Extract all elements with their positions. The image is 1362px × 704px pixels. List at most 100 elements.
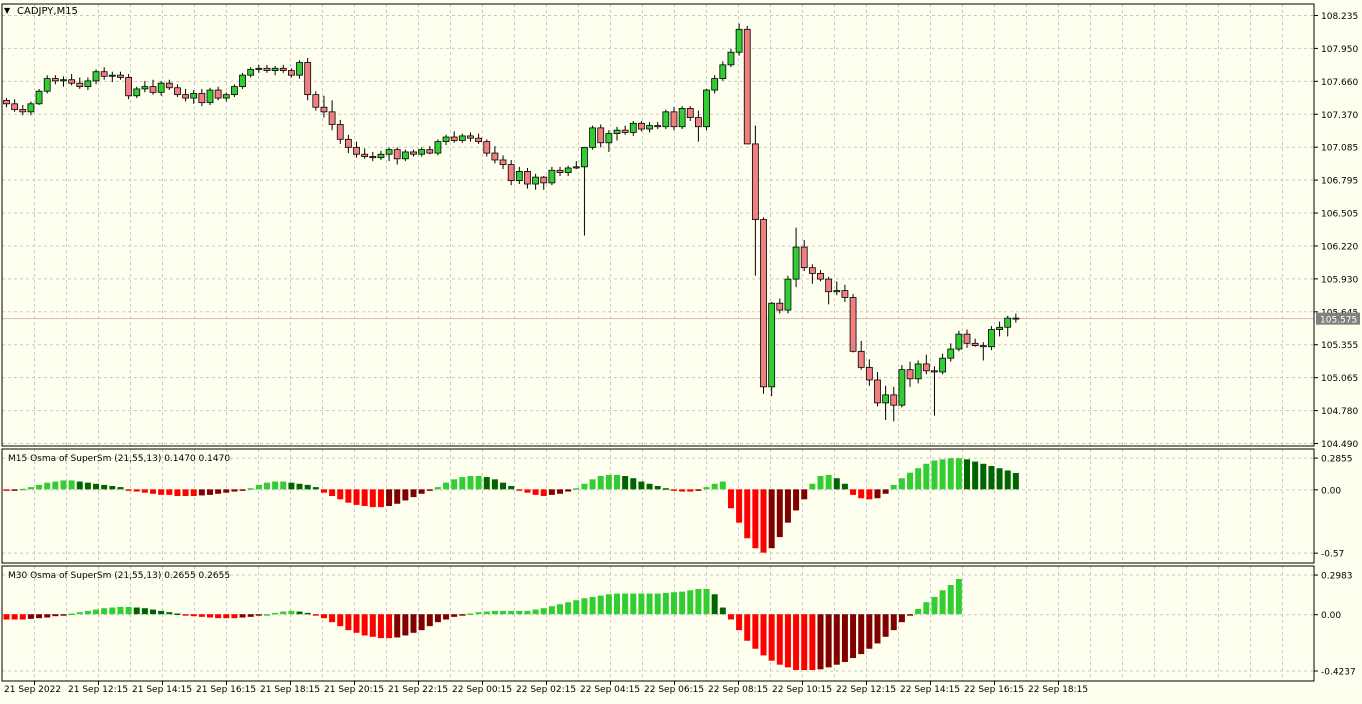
m30-osma-bar[interactable]	[931, 596, 938, 615]
candle[interactable]	[353, 141, 360, 158]
candle[interactable]	[939, 353, 946, 375]
m15-osma-bar[interactable]	[784, 489, 791, 523]
m30-osma-bar[interactable]	[426, 614, 433, 627]
m30-osma-bar[interactable]	[418, 614, 425, 631]
candle[interactable]	[141, 80, 149, 93]
m30-osma-bar[interactable]	[646, 593, 653, 615]
m15-osma-bar[interactable]	[850, 489, 857, 495]
m15-osma-bar[interactable]	[1004, 470, 1011, 490]
m15-osma-bar[interactable]	[467, 476, 474, 490]
m15-osma-bar[interactable]	[939, 459, 946, 490]
candle[interactable]	[410, 149, 417, 157]
m30-osma-bar[interactable]	[329, 614, 336, 623]
m15-osma-bar[interactable]	[483, 477, 490, 490]
candle[interactable]	[239, 72, 246, 89]
m15-osma-bar[interactable]	[174, 489, 181, 496]
m30-osma-bar[interactable]	[369, 614, 376, 637]
candle[interactable]	[719, 61, 727, 81]
candle[interactable]	[491, 146, 499, 164]
m30-osma-bar[interactable]	[833, 614, 840, 665]
candle[interactable]	[68, 74, 76, 86]
candle[interactable]	[776, 298, 784, 314]
m30-osma-bar[interactable]	[540, 608, 547, 615]
m30-osma-bar[interactable]	[597, 595, 604, 615]
candle[interactable]	[458, 133, 466, 143]
m15-osma-bar[interactable]	[272, 481, 279, 490]
m30-osma-bar[interactable]	[557, 604, 564, 615]
m30-osma-bar[interactable]	[939, 590, 946, 615]
m15-osma-bar[interactable]	[736, 489, 743, 523]
m30-osma-bar[interactable]	[744, 614, 751, 641]
m30-osma-bar[interactable]	[141, 608, 148, 615]
m30-osma-bar[interactable]	[117, 606, 124, 615]
candle[interactable]	[206, 87, 214, 105]
candle[interactable]	[646, 122, 653, 133]
candle[interactable]	[654, 122, 662, 130]
m30-osma-bar[interactable]	[93, 609, 100, 615]
m30-osma-bar[interactable]	[60, 614, 67, 616]
m15-osma-bar[interactable]	[36, 484, 43, 490]
m15-osma-bar[interactable]	[955, 458, 962, 490]
candle[interactable]	[51, 75, 59, 85]
candle[interactable]	[662, 109, 670, 130]
m15-osma-bar[interactable]	[597, 476, 604, 490]
m15-osma-bar[interactable]	[263, 482, 270, 490]
candle[interactable]	[385, 147, 393, 162]
m15-osma-bar[interactable]	[312, 487, 319, 490]
m15-osma-bar[interactable]	[532, 489, 539, 495]
m15-osma-bar[interactable]	[670, 489, 677, 491]
m15-osma-bar[interactable]	[394, 489, 401, 504]
m30-osma-bar[interactable]	[955, 578, 962, 615]
m15-osma-bar[interactable]	[988, 466, 995, 490]
candle[interactable]	[393, 147, 401, 165]
m15-osma-bar[interactable]	[662, 488, 669, 490]
m30-osma-bar[interactable]	[166, 612, 173, 615]
m15-osma-bar[interactable]	[573, 488, 580, 490]
candle[interactable]	[483, 139, 491, 157]
m15-osma-bar[interactable]	[451, 479, 458, 490]
m15-osma-bar[interactable]	[459, 477, 466, 490]
m15-osma-bar[interactable]	[646, 483, 653, 490]
m30-osma-bar[interactable]	[890, 614, 897, 631]
m30-osma-bar[interactable]	[508, 610, 515, 615]
candle[interactable]	[849, 294, 857, 353]
m30-osma-bar[interactable]	[524, 610, 531, 615]
m15-osma-bar[interactable]	[11, 489, 18, 491]
m30-osma-bar[interactable]	[84, 610, 91, 615]
candle[interactable]	[638, 120, 645, 132]
m15-osma-bar[interactable]	[548, 489, 555, 495]
candle[interactable]	[605, 130, 613, 152]
candle[interactable]	[556, 166, 564, 177]
candle[interactable]	[369, 151, 377, 162]
m30-osma-bar[interactable]	[841, 614, 848, 663]
m15-osma-bar[interactable]	[500, 482, 507, 490]
candle[interactable]	[629, 120, 637, 136]
candle[interactable]	[906, 361, 914, 387]
m30-osma-bar[interactable]	[793, 614, 800, 671]
candle[interactable]	[336, 119, 344, 144]
candle[interactable]	[751, 125, 759, 276]
candle[interactable]	[735, 23, 743, 56]
m30-osma-bar[interactable]	[776, 614, 783, 665]
m15-osma-bar[interactable]	[703, 487, 710, 490]
m15-osma-bar[interactable]	[923, 463, 930, 490]
candle[interactable]	[808, 264, 816, 284]
m30-osma-bar[interactable]	[605, 594, 612, 615]
m15-osma-bar[interactable]	[353, 489, 360, 505]
candle[interactable]	[874, 371, 881, 407]
candle[interactable]	[572, 161, 580, 170]
m30-osma-bar[interactable]	[3, 614, 10, 620]
candle[interactable]	[898, 365, 906, 408]
m15-osma-bar[interactable]	[858, 489, 865, 499]
candle[interactable]	[84, 77, 92, 91]
candle[interactable]	[434, 139, 442, 156]
candle[interactable]	[450, 131, 458, 143]
candle[interactable]	[727, 48, 735, 68]
m30-osma-bar[interactable]	[630, 593, 637, 615]
m30-osma-bar[interactable]	[516, 610, 523, 615]
m30-osma-bar[interactable]	[215, 614, 222, 619]
m15-osma-bar[interactable]	[239, 489, 246, 491]
m15-osma-bar[interactable]	[776, 489, 783, 538]
m15-osma-bar[interactable]	[890, 484, 897, 490]
m30-osma-bar[interactable]	[190, 614, 197, 617]
